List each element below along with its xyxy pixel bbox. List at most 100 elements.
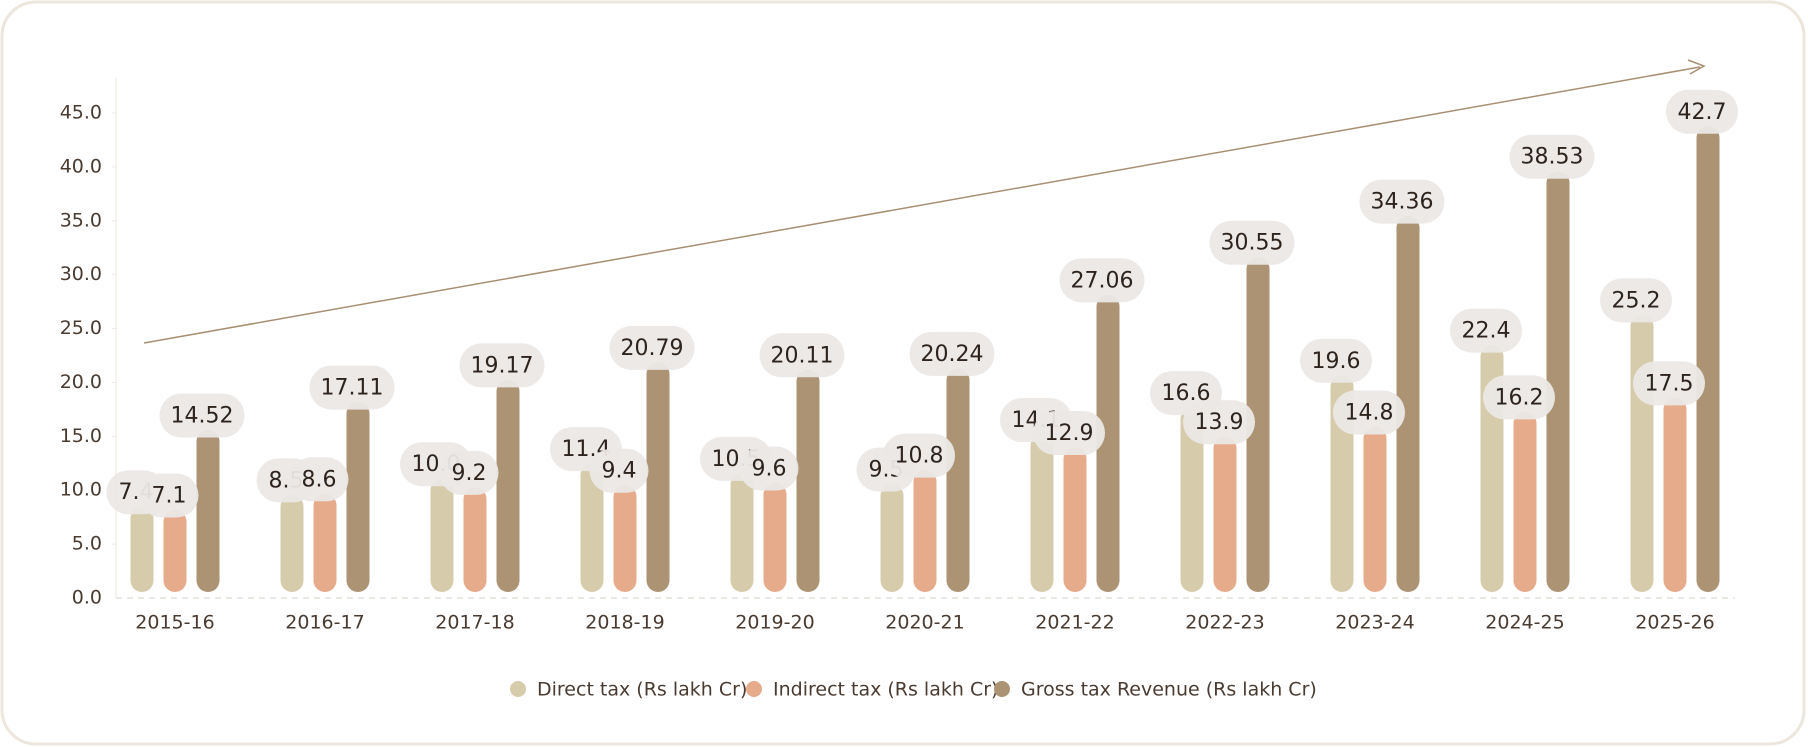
label-pill [759, 333, 845, 378]
label-pill [1450, 308, 1522, 353]
label-pill [1600, 278, 1672, 323]
bar [1396, 216, 1420, 593]
bar [130, 506, 154, 592]
bar [946, 368, 970, 592]
data-label: 9.6 [752, 457, 787, 482]
bar [880, 484, 904, 592]
data-label: 20.79 [621, 336, 684, 361]
bar [1696, 126, 1720, 593]
bar [1363, 426, 1387, 592]
bar [463, 487, 487, 592]
data-label: 16.2 [1495, 385, 1544, 410]
bar [1630, 314, 1654, 592]
bar [313, 493, 337, 592]
bar [730, 473, 754, 592]
y-tick-label: 30.0 [60, 263, 102, 285]
x-tick-label: 2017-18 [435, 612, 514, 634]
data-label: 34.36 [1371, 190, 1434, 215]
data-label: 20.11 [771, 343, 834, 368]
bar [1096, 294, 1120, 592]
label-pill [139, 473, 199, 518]
bar [196, 430, 220, 592]
data-label: 12.9 [1045, 421, 1094, 446]
data-label: 14.8 [1345, 400, 1394, 425]
label-pill [1633, 361, 1705, 406]
label-pill [1509, 134, 1595, 179]
x-tick-label: 2016-17 [285, 612, 364, 634]
bar [1063, 447, 1087, 592]
trend-arrow [143, 66, 1701, 344]
label-pill [909, 331, 995, 376]
bar [613, 485, 637, 592]
bar [1513, 411, 1537, 592]
data-label: 17.11 [321, 376, 384, 401]
label-pill [1483, 375, 1555, 420]
label-pill [1059, 258, 1145, 303]
x-tick-label: 2022-23 [1185, 612, 1264, 634]
data-label: 25.2 [1612, 288, 1661, 313]
bar [1180, 407, 1204, 592]
label-pill [609, 325, 695, 370]
bar [796, 369, 820, 592]
data-label: 27.06 [1071, 268, 1134, 293]
bar [1246, 257, 1270, 592]
bar [1546, 171, 1570, 592]
bar [1030, 434, 1054, 592]
legend-label: Direct tax (Rs lakh Cr) [537, 679, 747, 701]
label-pill [309, 365, 395, 410]
data-label: 7.1 [152, 483, 187, 508]
legend-label: Gross tax Revenue (Rs lakh Cr) [1021, 679, 1317, 701]
bar [913, 470, 937, 592]
x-tick-label: 2020-21 [885, 612, 964, 634]
data-label: 19.17 [471, 353, 534, 378]
label-pill [1666, 89, 1738, 134]
label-pill [159, 393, 245, 438]
data-label: 30.55 [1221, 231, 1284, 256]
label-pill [589, 448, 649, 493]
label-pill [1300, 338, 1372, 383]
data-label: 22.4 [1462, 319, 1511, 344]
y-tick-label: 45.0 [60, 102, 102, 124]
data-label: 13.9 [1195, 410, 1244, 435]
bar [646, 362, 670, 592]
bar [1213, 436, 1237, 592]
label-pill [439, 450, 499, 495]
data-label: 19.6 [1312, 349, 1361, 374]
data-label: 38.53 [1521, 145, 1584, 170]
y-tick-label: 10.0 [60, 479, 102, 501]
trend-arrow-head [1687, 59, 1706, 75]
bar [496, 379, 520, 592]
y-tick-label: 35.0 [60, 209, 102, 231]
x-tick-label: 2023-24 [1335, 612, 1414, 634]
legend-swatch [746, 681, 762, 697]
x-tick-label: 2019-20 [735, 612, 814, 634]
label-pill [1359, 179, 1445, 224]
bar [1663, 397, 1687, 592]
y-tick-label: 40.0 [60, 155, 102, 177]
data-label: 14.52 [171, 404, 234, 429]
label-pill [459, 343, 545, 388]
y-tick-label: 20.0 [60, 371, 102, 393]
bar [430, 478, 454, 592]
label-pill [1209, 220, 1295, 265]
y-tick-label: 5.0 [72, 533, 102, 555]
legend-label: Indirect tax (Rs lakh Cr) [773, 679, 998, 701]
data-label: 10.8 [895, 444, 944, 469]
x-tick-label: 2024-25 [1485, 612, 1564, 634]
bar [280, 494, 304, 592]
bar [346, 402, 370, 592]
x-tick-label: 2021-22 [1035, 612, 1114, 634]
label-pill [739, 446, 799, 491]
y-tick-label: 0.0 [72, 587, 102, 609]
data-label: 9.2 [452, 461, 487, 486]
data-label: 8.6 [302, 467, 337, 492]
bar [163, 509, 187, 592]
x-tick-label: 2015-16 [135, 612, 214, 634]
y-tick-label: 25.0 [60, 317, 102, 339]
bar [763, 483, 787, 592]
y-tick-label: 15.0 [60, 425, 102, 447]
x-tick-label: 2018-19 [585, 612, 664, 634]
data-label: 42.7 [1678, 100, 1727, 125]
data-label: 20.24 [921, 342, 984, 367]
